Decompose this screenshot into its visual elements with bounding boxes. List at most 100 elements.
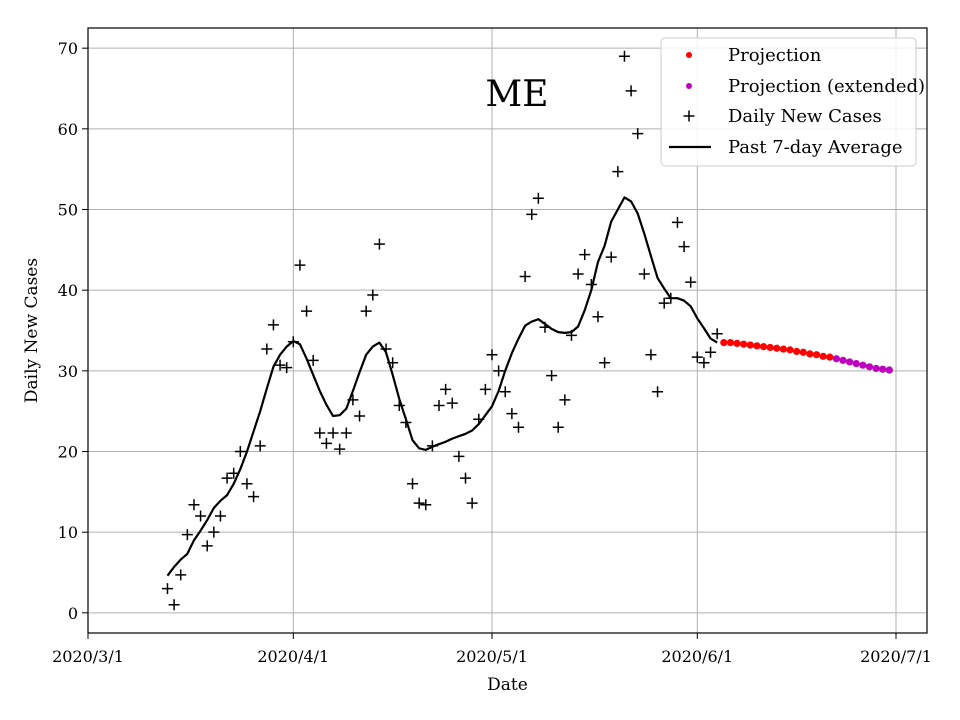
daily-case-marker: [592, 311, 604, 323]
daily-case-marker: [552, 421, 564, 433]
daily-case-marker: [168, 599, 180, 611]
legend-box: [660, 37, 917, 167]
daily-case-marker: [314, 427, 326, 439]
daily-case-marker: [261, 343, 273, 355]
daily-case-marker: [426, 440, 438, 452]
daily-case-marker: [228, 467, 240, 479]
projection-extended-point: [852, 359, 860, 368]
daily-cases-group: [161, 50, 723, 611]
legend-daily-cases-symbol: [683, 110, 695, 122]
daily-case-marker: [632, 128, 644, 140]
daily-case-marker: [373, 238, 385, 250]
daily-case-marker: [539, 321, 551, 333]
daily-case-marker: [479, 383, 491, 395]
daily-case-marker: [612, 166, 624, 178]
projection-group: [720, 339, 893, 374]
daily-case-marker: [559, 394, 571, 406]
daily-case-marker: [201, 540, 213, 552]
daily-case-marker: [340, 427, 352, 439]
daily-case-marker: [572, 268, 584, 280]
x-tick-label: 2020/6/1: [661, 647, 733, 666]
daily-case-marker: [658, 297, 670, 309]
daily-case-marker: [638, 268, 650, 280]
daily-case-marker: [605, 251, 617, 263]
projection-point: [819, 352, 827, 360]
projection-extended-point: [859, 361, 867, 369]
daily-case-marker: [671, 216, 683, 228]
plot-frame: [87, 27, 928, 634]
daily-case-marker: [400, 416, 412, 428]
daily-case-marker: [161, 583, 173, 595]
average-line: [166, 196, 718, 577]
projection-extended-point: [846, 358, 854, 366]
daily-case-marker: [307, 354, 319, 366]
projection-point: [759, 343, 768, 351]
projection-extended-point: [885, 366, 893, 374]
y-tick-label: 70: [58, 39, 78, 58]
daily-case-marker: [546, 370, 558, 382]
projection-extended-point: [839, 356, 847, 364]
projection-point: [773, 344, 781, 352]
x-tick-label: 2020/5/1: [456, 647, 528, 666]
daily-case-marker: [519, 270, 531, 282]
daily-case-marker: [678, 241, 690, 253]
daily-case-marker: [387, 357, 399, 369]
average-line-group: [166, 196, 718, 577]
daily-case-marker: [274, 359, 286, 371]
daily-case-marker: [579, 249, 591, 261]
daily-case-marker: [195, 510, 207, 522]
daily-case-marker: [214, 510, 226, 522]
legend-projection-extended-label: Projection (extended): [728, 76, 925, 97]
x-tick-label: 2020/3/1: [52, 647, 124, 666]
daily-case-marker: [599, 357, 611, 369]
daily-case-marker: [711, 328, 723, 340]
y-tick-label: 50: [58, 201, 78, 220]
daily-case-marker: [181, 529, 193, 541]
daily-case-marker: [453, 450, 465, 462]
legend-projection-extended-symbol: [686, 83, 692, 89]
daily-case-marker: [287, 336, 299, 348]
projection-point: [766, 343, 774, 352]
daily-case-marker: [698, 357, 710, 369]
projection-extended-point: [872, 364, 880, 373]
daily-case-marker: [433, 400, 445, 412]
projection-point: [753, 342, 761, 350]
daily-case-marker: [360, 305, 372, 317]
legend: Projection Projection (extended) Daily N…: [660, 37, 925, 167]
daily-case-marker: [705, 346, 717, 358]
daily-case-marker: [380, 343, 392, 355]
daily-case-marker: [625, 85, 637, 97]
daily-case-marker: [334, 443, 346, 455]
daily-case-marker: [188, 499, 200, 511]
daily-case-marker: [446, 397, 458, 409]
daily-case-marker: [327, 427, 339, 439]
daily-case-marker: [585, 279, 597, 291]
daily-case-marker: [267, 319, 279, 331]
daily-case-marker: [512, 421, 524, 433]
daily-case-marker: [294, 259, 306, 271]
daily-case-marker: [407, 478, 419, 490]
y-tick-label: 10: [58, 523, 78, 542]
daily-case-marker: [241, 478, 253, 490]
daily-case-marker: [526, 208, 538, 220]
daily-case-marker: [208, 526, 220, 538]
daily-case-marker: [685, 276, 697, 288]
daily-case-marker: [486, 349, 498, 361]
daily-case-marker: [532, 192, 544, 204]
daily-case-marker: [254, 440, 266, 452]
daily-case-marker: [473, 413, 485, 425]
legend-daily-cases-label: Daily New Cases: [728, 106, 882, 127]
daily-case-marker: [393, 400, 405, 412]
daily-case-marker: [499, 386, 511, 398]
daily-case-marker: [665, 292, 677, 304]
y-axis-label: Daily New Cases: [22, 258, 42, 403]
projection-point: [779, 345, 788, 353]
daily-case-marker: [413, 497, 425, 509]
daily-case-marker: [347, 394, 359, 406]
daily-case-marker: [506, 408, 518, 420]
legend-average-label: Past 7-day Average: [728, 137, 903, 158]
daily-case-marker: [301, 305, 313, 317]
projection-point: [740, 340, 748, 348]
projection-extended-point: [879, 365, 887, 373]
